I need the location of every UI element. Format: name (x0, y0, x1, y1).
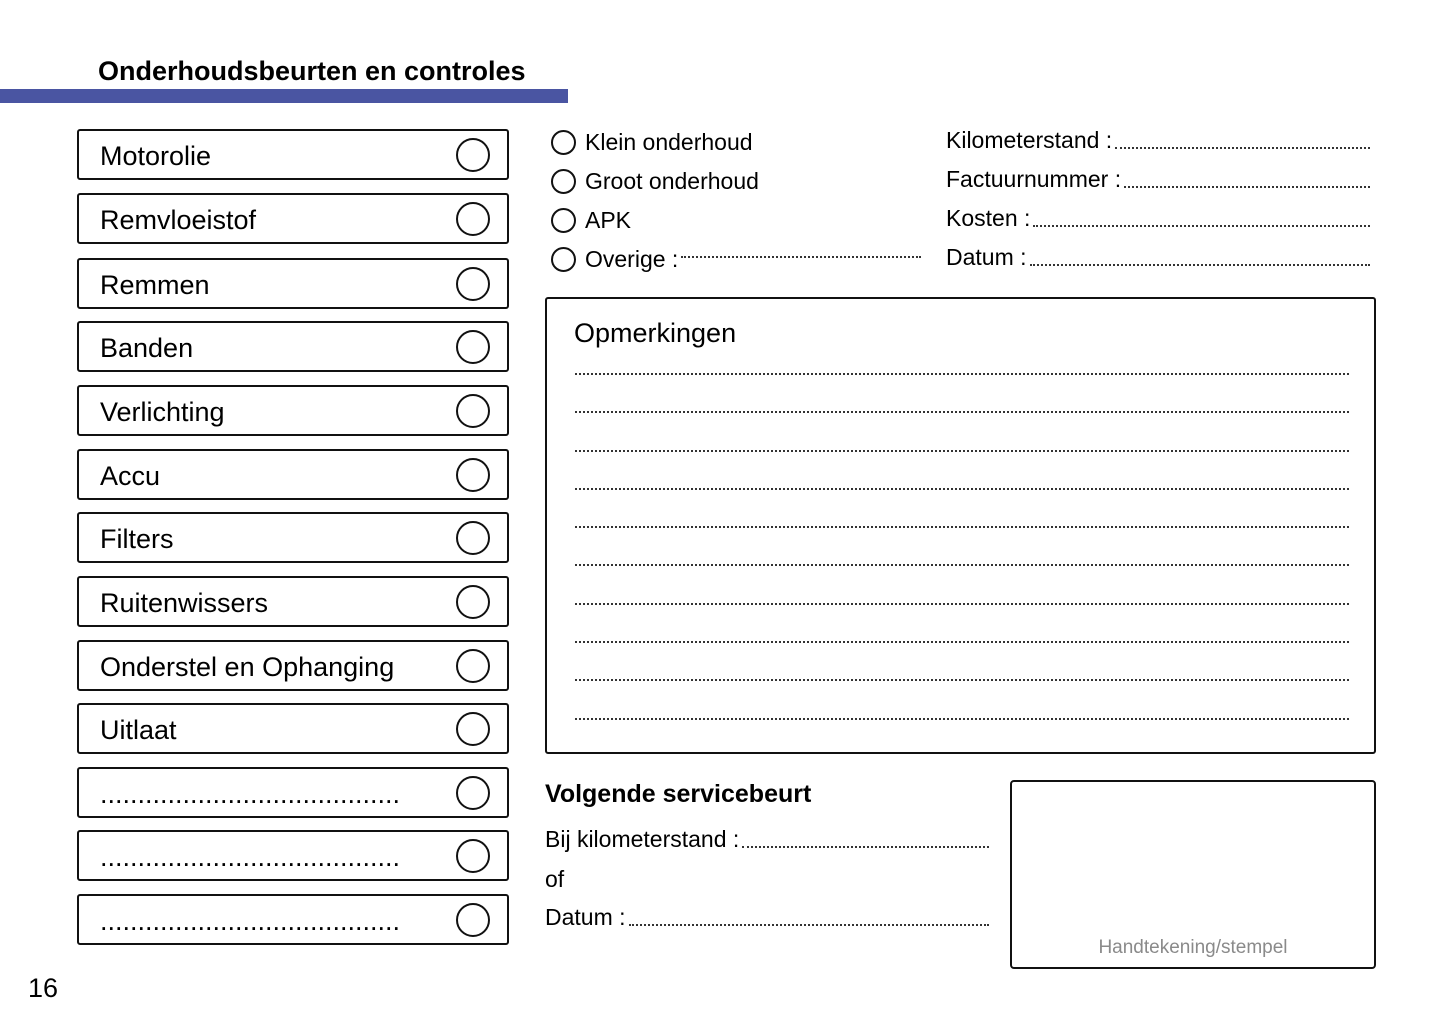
next-service-date-field[interactable]: Datum : (545, 904, 989, 931)
checklist-item-label: Onderstel en Ophanging (100, 652, 395, 682)
next-service-km-label: Bij kilometerstand : (545, 826, 740, 852)
fill-line[interactable] (742, 846, 989, 848)
signature-label: Handtekening/stempel (1098, 937, 1288, 958)
checklist-item: Ruitenwissers (77, 576, 509, 627)
checklist-item: Verlichting (77, 385, 509, 436)
checklist-item-label: Accu (100, 461, 161, 491)
remarks-line[interactable] (575, 679, 1349, 681)
remarks-title: Opmerkingen (574, 318, 737, 348)
option-label: APK (585, 206, 632, 233)
checklist-item-label: Remmen (100, 270, 210, 300)
signature-box[interactable]: Handtekening/stempel (1010, 780, 1376, 969)
checkbox-circle[interactable] (456, 776, 490, 810)
option-label: Overige : (585, 245, 679, 272)
remarks-line[interactable] (575, 718, 1349, 720)
page-number: 16 (28, 973, 59, 1003)
radio-circle[interactable] (551, 207, 576, 233)
checklist-item-label: ........................................ (100, 779, 401, 809)
service-type-option[interactable]: APK (551, 206, 631, 234)
fill-line[interactable] (1124, 186, 1370, 188)
checklist-item-label: Filters (100, 524, 174, 554)
checklist-item-label: Banden (100, 333, 194, 363)
title-accent-bar (0, 89, 568, 103)
checklist-item-label: ........................................ (100, 906, 401, 936)
checkbox-circle[interactable] (456, 458, 490, 492)
checklist-item: Banden (77, 321, 509, 372)
checklist-item-label: Motorolie (100, 141, 212, 171)
checkbox-circle[interactable] (456, 330, 490, 364)
checklist-item-label: Uitlaat (100, 715, 177, 745)
field-label: Kosten : (946, 205, 1031, 231)
checkbox-circle[interactable] (456, 394, 490, 428)
checklist-item: ........................................ (77, 767, 509, 818)
radio-circle[interactable] (551, 168, 576, 194)
checkbox-circle[interactable] (456, 585, 490, 619)
or-label: of (545, 866, 565, 892)
remarks-line[interactable] (575, 641, 1349, 643)
radio-circle[interactable] (551, 129, 576, 155)
checkbox-circle[interactable] (456, 712, 490, 746)
next-service-km-field[interactable]: Bij kilometerstand : (545, 826, 989, 853)
fill-line[interactable] (1115, 147, 1370, 149)
checklist-item: ........................................ (77, 830, 509, 881)
page-title: Onderhoudsbeurten en controles (98, 56, 526, 86)
service-type-option[interactable]: Groot onderhoud (551, 167, 759, 195)
service-type-option[interactable]: Overige : (551, 245, 921, 273)
checklist-item-label: Remvloeistof (100, 205, 257, 235)
fill-line[interactable] (628, 924, 989, 926)
service-field[interactable]: Factuurnummer : (946, 166, 1370, 193)
checkbox-circle[interactable] (456, 839, 490, 873)
checkbox-circle[interactable] (456, 903, 490, 937)
field-label: Factuurnummer : (946, 166, 1122, 192)
checklist-item: Uitlaat (77, 703, 509, 754)
checkbox-circle[interactable] (456, 521, 490, 555)
checklist-item: Filters (77, 512, 509, 563)
next-service-title: Volgende servicebeurt (545, 780, 812, 808)
fill-line[interactable] (1029, 264, 1370, 266)
fill-line[interactable] (1033, 225, 1370, 227)
service-field[interactable]: Kosten : (946, 205, 1370, 232)
checklist-item-label: Verlichting (100, 397, 225, 427)
checkbox-circle[interactable] (456, 267, 490, 301)
next-service-date-label: Datum : (545, 904, 626, 930)
checklist-item: Remmen (77, 258, 509, 309)
remarks-line[interactable] (575, 603, 1349, 605)
remarks-line[interactable] (575, 450, 1349, 452)
checklist-item-label: Ruitenwissers (100, 588, 269, 618)
service-type-option[interactable]: Klein onderhoud (551, 128, 753, 156)
fill-line[interactable] (681, 255, 921, 258)
service-field[interactable]: Datum : (946, 244, 1370, 271)
option-label: Klein onderhoud (585, 128, 753, 155)
checklist-item: Remvloeistof (77, 193, 509, 244)
checklist-item: Accu (77, 449, 509, 500)
checklist-item: Onderstel en Ophanging (77, 640, 509, 691)
remarks-line[interactable] (575, 488, 1349, 490)
radio-circle[interactable] (551, 246, 576, 272)
service-field[interactable]: Kilometerstand : (946, 127, 1370, 154)
checklist-item: Motorolie (77, 129, 509, 180)
field-label: Datum : (946, 244, 1027, 270)
remarks-box[interactable]: Opmerkingen (545, 297, 1376, 754)
field-label: Kilometerstand : (946, 127, 1113, 153)
checkbox-circle[interactable] (456, 138, 490, 172)
checklist-item-label: ........................................ (100, 842, 401, 872)
remarks-line[interactable] (575, 411, 1349, 413)
checklist-item: ........................................ (77, 894, 509, 945)
checkbox-circle[interactable] (456, 202, 490, 236)
remarks-line[interactable] (575, 526, 1349, 528)
remarks-line[interactable] (575, 564, 1349, 566)
checkbox-circle[interactable] (456, 649, 490, 683)
remarks-line[interactable] (575, 373, 1349, 375)
option-label: Groot onderhoud (585, 167, 759, 194)
